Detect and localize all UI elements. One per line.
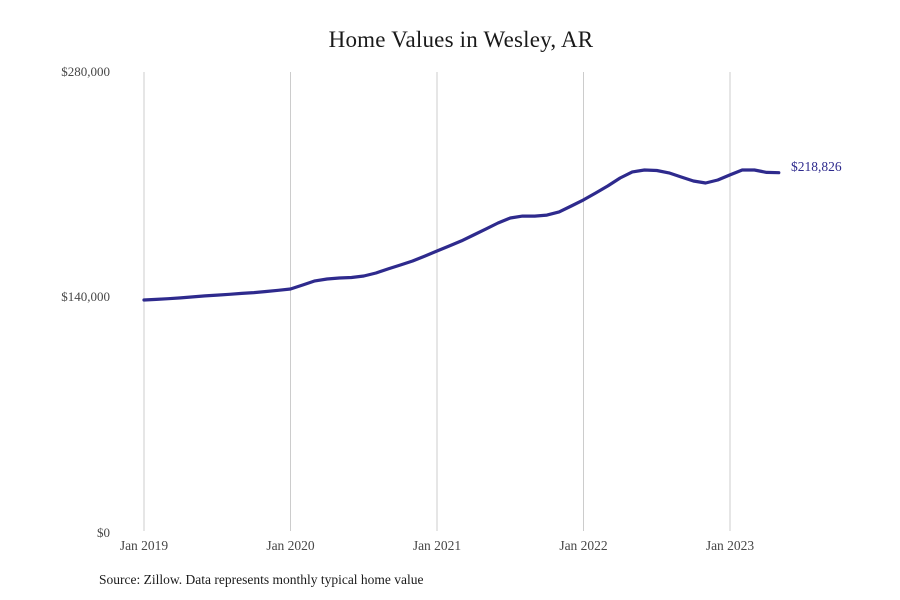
x-axis-tick-jan-2023: Jan 2023 [705, 538, 755, 553]
latest-value-label: $218,826 [791, 159, 842, 174]
source-note: Source: Zillow. Data represents monthly … [99, 572, 424, 587]
home-value-trend-line [142, 168, 781, 302]
chart-title: Home Values in Wesley, AR [328, 27, 594, 52]
y-axis-tick-0: $0 [97, 525, 110, 540]
x-axis-tick-jan-2022: Jan 2022 [559, 538, 608, 553]
x-axis-tick-jan-2019: Jan 2019 [119, 538, 169, 553]
y-axis-tick-280000: $280,000 [61, 64, 110, 79]
y-axis-tick-140000: $140,000 [61, 289, 110, 304]
x-axis-tick-jan-2020: Jan 2020 [266, 538, 315, 553]
x-axis-tick-jan-2021: Jan 2021 [412, 538, 462, 553]
